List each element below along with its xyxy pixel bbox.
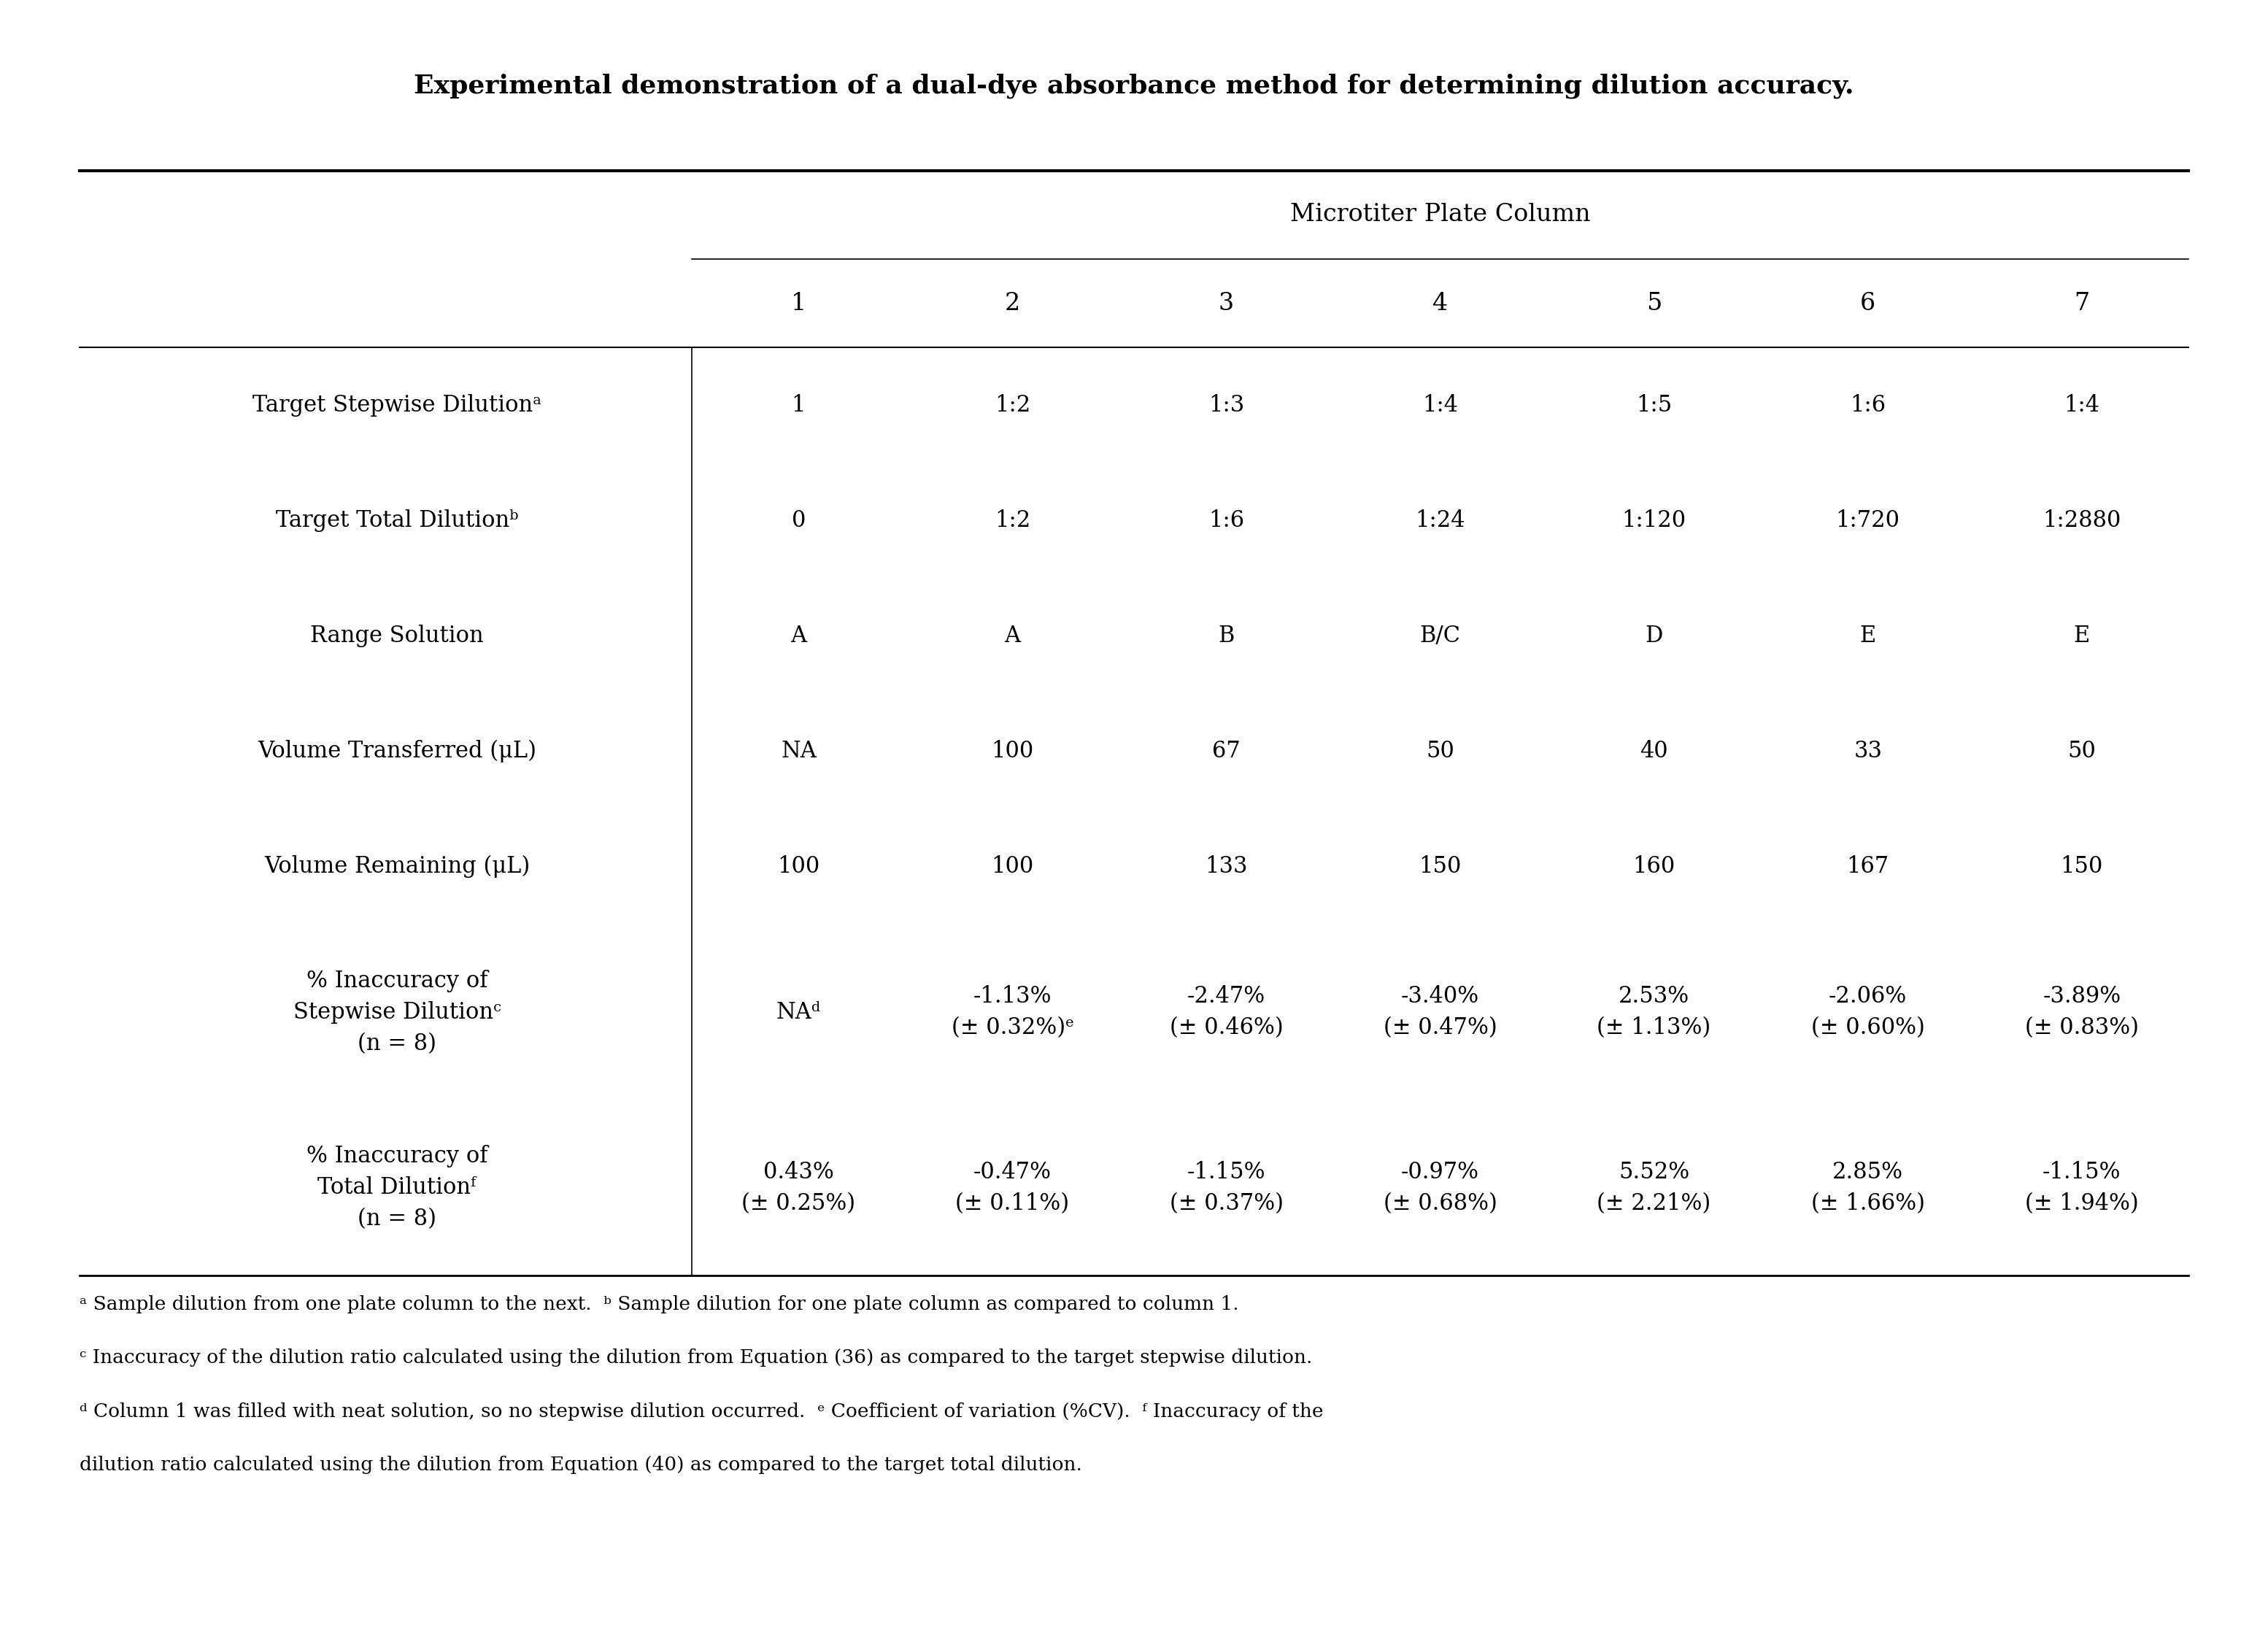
Text: % Inaccuracy of
Total Dilutionᶠ
(n = 8): % Inaccuracy of Total Dilutionᶠ (n = 8) (306, 1146, 488, 1230)
Text: Volume Transferred (μL): Volume Transferred (μL) (259, 739, 535, 762)
Text: Volume Remaining (μL): Volume Remaining (μL) (263, 855, 531, 878)
Text: 5: 5 (1647, 291, 1662, 315)
Text: Microtiter Plate Column: Microtiter Plate Column (1290, 203, 1590, 226)
Text: 100: 100 (991, 855, 1034, 878)
Text: B: B (1218, 624, 1234, 647)
Text: 1:2: 1:2 (996, 509, 1030, 531)
Text: 1:24: 1:24 (1415, 509, 1465, 531)
Text: 4: 4 (1433, 291, 1447, 315)
Text: 1:2880: 1:2880 (2043, 509, 2121, 531)
Text: 160: 160 (1633, 855, 1676, 878)
Text: 2: 2 (1005, 291, 1021, 315)
Text: 2.85%
(± 1.66%): 2.85% (± 1.66%) (1810, 1160, 1926, 1216)
Text: 50: 50 (2068, 739, 2096, 762)
Text: 150: 150 (1420, 855, 1461, 878)
Text: 0.43%
(± 0.25%): 0.43% (± 0.25%) (742, 1160, 855, 1216)
Text: 133: 133 (1204, 855, 1247, 878)
Text: 6: 6 (1860, 291, 1876, 315)
Text: 1: 1 (792, 291, 807, 315)
Text: Target Total Dilutionᵇ: Target Total Dilutionᵇ (277, 509, 517, 531)
Text: Experimental demonstration of a dual-dye absorbance method for determining dilut: Experimental demonstration of a dual-dye… (415, 73, 1853, 98)
Text: 5.52%
(± 2.21%): 5.52% (± 2.21%) (1597, 1160, 1710, 1216)
Text: 100: 100 (991, 739, 1034, 762)
Text: 50: 50 (1427, 739, 1454, 762)
Text: D: D (1644, 624, 1662, 647)
Text: 1:4: 1:4 (2064, 393, 2100, 416)
Text: E: E (1860, 624, 1876, 647)
Text: -0.97%
(± 0.68%): -0.97% (± 0.68%) (1383, 1160, 1497, 1216)
Text: ᵈ Column 1 was filled with neat solution, so no stepwise dilution occurred.  ᵉ C: ᵈ Column 1 was filled with neat solution… (79, 1402, 1322, 1420)
Text: -1.15%
(± 1.94%): -1.15% (± 1.94%) (2025, 1160, 2139, 1216)
Text: Range Solution: Range Solution (311, 624, 483, 647)
Text: 1:120: 1:120 (1622, 509, 1685, 531)
Text: 0: 0 (792, 509, 805, 531)
Text: A: A (792, 624, 807, 647)
Text: A: A (1005, 624, 1021, 647)
Text: 167: 167 (1846, 855, 1889, 878)
Text: 1:2: 1:2 (996, 393, 1030, 416)
Text: 33: 33 (1853, 739, 1882, 762)
Text: B/C: B/C (1420, 624, 1461, 647)
Text: -3.89%
(± 0.83%): -3.89% (± 0.83%) (2025, 985, 2139, 1040)
Text: ᶜ Inaccuracy of the dilution ratio calculated using the dilution from Equation (: ᶜ Inaccuracy of the dilution ratio calcu… (79, 1349, 1313, 1367)
Text: -2.06%
(± 0.60%): -2.06% (± 0.60%) (1810, 985, 1926, 1040)
Text: 1:6: 1:6 (1851, 393, 1885, 416)
Text: -0.47%
(± 0.11%): -0.47% (± 0.11%) (955, 1160, 1070, 1216)
Text: 100: 100 (778, 855, 821, 878)
Text: 7: 7 (2073, 291, 2089, 315)
Text: E: E (2073, 624, 2089, 647)
Text: 3: 3 (1218, 291, 1234, 315)
Text: 1:4: 1:4 (1422, 393, 1458, 416)
Text: ᵃ Sample dilution from one plate column to the next.  ᵇ Sample dilution for one : ᵃ Sample dilution from one plate column … (79, 1295, 1238, 1313)
Text: -1.13%
(± 0.32%)ᵉ: -1.13% (± 0.32%)ᵉ (950, 985, 1073, 1040)
Text: NAᵈ: NAᵈ (776, 1001, 821, 1024)
Text: -2.47%
(± 0.46%): -2.47% (± 0.46%) (1170, 985, 1284, 1040)
Text: 1:6: 1:6 (1209, 509, 1245, 531)
Text: dilution ratio calculated using the dilution from Equation (40) as compared to t: dilution ratio calculated using the dilu… (79, 1456, 1082, 1474)
Text: 67: 67 (1211, 739, 1241, 762)
Text: -3.40%
(± 0.47%): -3.40% (± 0.47%) (1383, 985, 1497, 1040)
Text: 1:5: 1:5 (1635, 393, 1672, 416)
Text: 1:720: 1:720 (1835, 509, 1901, 531)
Text: 150: 150 (2059, 855, 2102, 878)
Text: % Inaccuracy of
Stepwise Dilutionᶜ
(n = 8): % Inaccuracy of Stepwise Dilutionᶜ (n = … (293, 970, 501, 1055)
Text: Target Stepwise Dilutionᵃ: Target Stepwise Dilutionᵃ (252, 393, 542, 416)
Text: 1: 1 (792, 393, 805, 416)
Text: 2.53%
(± 1.13%): 2.53% (± 1.13%) (1597, 985, 1710, 1040)
Text: 40: 40 (1640, 739, 1667, 762)
Text: NA: NA (780, 739, 816, 762)
Text: 1:3: 1:3 (1209, 393, 1245, 416)
Text: -1.15%
(± 0.37%): -1.15% (± 0.37%) (1170, 1160, 1284, 1216)
